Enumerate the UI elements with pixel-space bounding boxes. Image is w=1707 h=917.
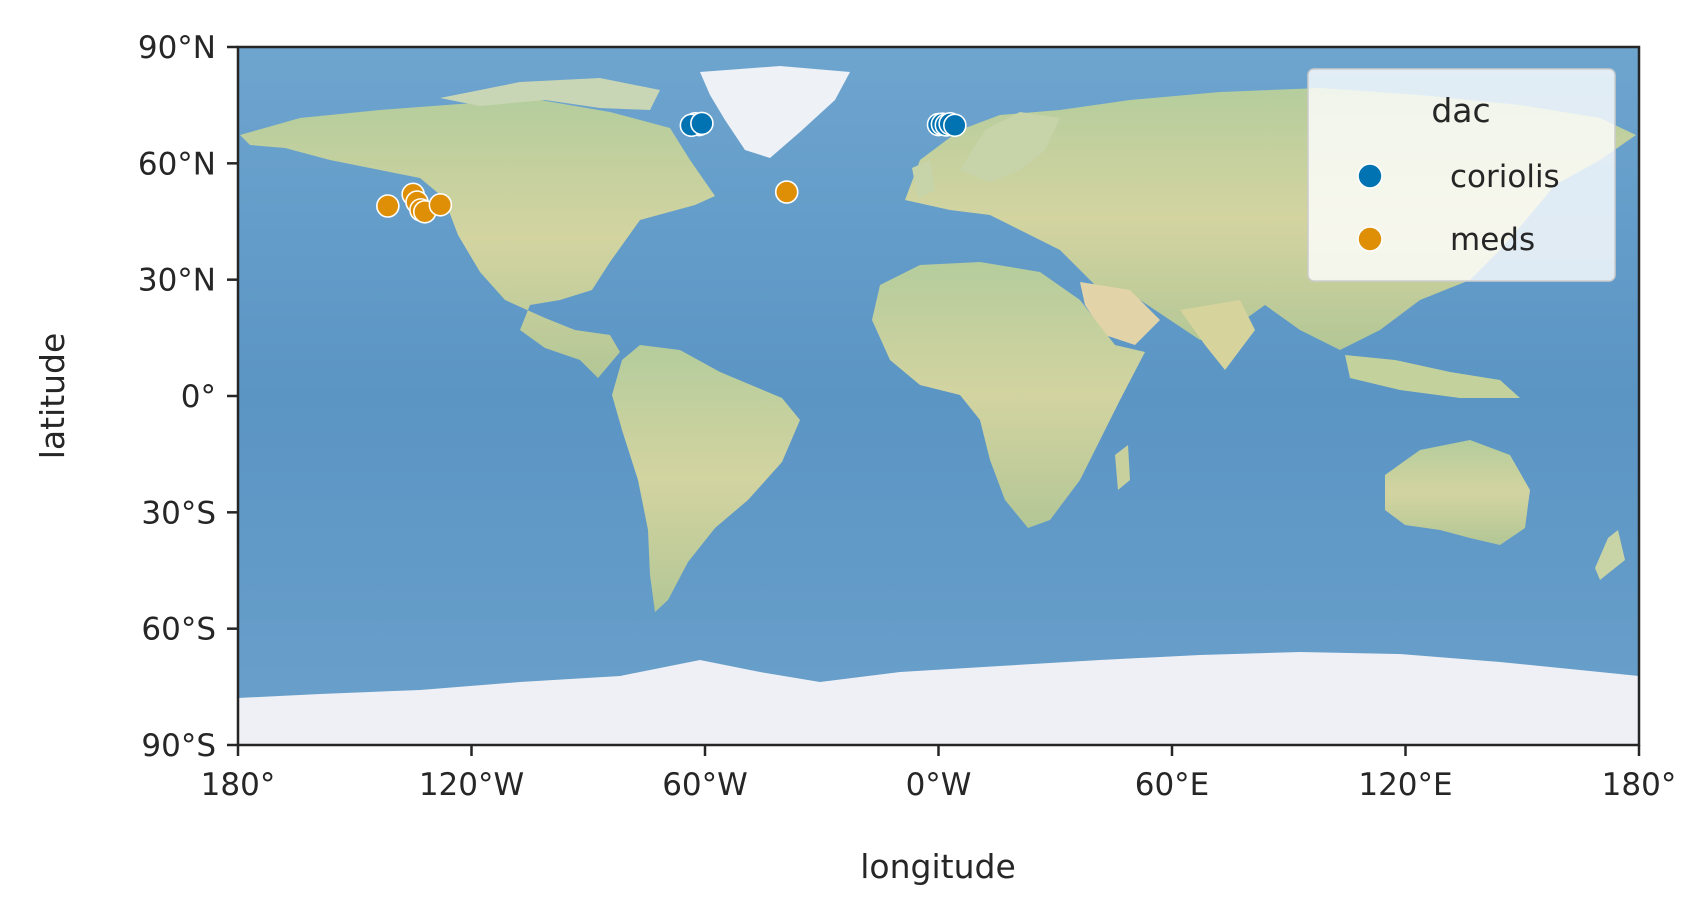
legend-marker-meds xyxy=(1357,226,1383,252)
y-tick-label: 90°N xyxy=(138,30,216,66)
y-tick-label: 60°S xyxy=(141,612,216,648)
y-tick-label: 30°S xyxy=(141,495,216,531)
legend-label-coriolis: coriolis xyxy=(1450,159,1560,195)
x-tick-label: 60°W xyxy=(662,767,748,803)
y-tick-label: 0° xyxy=(181,379,216,415)
scatter-point-meds xyxy=(774,180,799,204)
landmass-africa xyxy=(872,262,1145,528)
landmass-north-america xyxy=(240,100,715,378)
landmass-british-isles xyxy=(912,160,935,198)
landmass-scandinavia xyxy=(960,112,1060,182)
landmass-new-zealand xyxy=(1595,530,1625,580)
y-tick-label: 90°S xyxy=(141,728,216,764)
legend: dac coriolis meds xyxy=(1307,68,1616,282)
landmass-arctic-islands xyxy=(440,78,660,110)
legend-marker-coriolis xyxy=(1357,163,1383,189)
x-tick-label: 60°E xyxy=(1135,767,1210,803)
x-tick-label: 180° xyxy=(201,767,276,803)
x-tick-label: 120°W xyxy=(419,767,524,803)
scatter-points xyxy=(376,111,967,224)
legend-label-meds: meds xyxy=(1450,222,1535,258)
scatter-point-coriolis xyxy=(943,113,967,138)
landmass-australia xyxy=(1385,440,1530,545)
legend-title: dac xyxy=(1431,91,1490,130)
y-axis-label: latitude xyxy=(33,333,72,460)
landmass-antarctica xyxy=(238,652,1639,745)
y-tick-label: 30°N xyxy=(138,263,216,299)
landmass-greenland xyxy=(700,66,850,158)
scatter-point-meds xyxy=(376,194,400,218)
landmass-southeast-asia xyxy=(1345,355,1520,398)
landmass-madagascar xyxy=(1115,445,1130,490)
x-tick-label: 0°W xyxy=(906,767,972,803)
landmass-india xyxy=(1180,300,1255,370)
scatter-point-meds xyxy=(428,193,453,217)
landmass-south-america xyxy=(612,345,800,612)
y-tick-label: 60°N xyxy=(138,146,216,182)
axis-ticks: 180° 120°W 60°W 0°W 60°E 120°E 180° 90°N 60°N 30°… xyxy=(138,30,1676,803)
legend-entries: coriolis meds xyxy=(1357,159,1560,258)
legend-box xyxy=(1307,68,1616,282)
scatter-point-coriolis xyxy=(690,111,714,136)
landmass-arabia xyxy=(1080,282,1160,345)
x-tick-label: 120°E xyxy=(1358,767,1452,803)
x-tick-label: 180° xyxy=(1602,767,1677,803)
x-axis-label: longitude xyxy=(860,847,1016,886)
